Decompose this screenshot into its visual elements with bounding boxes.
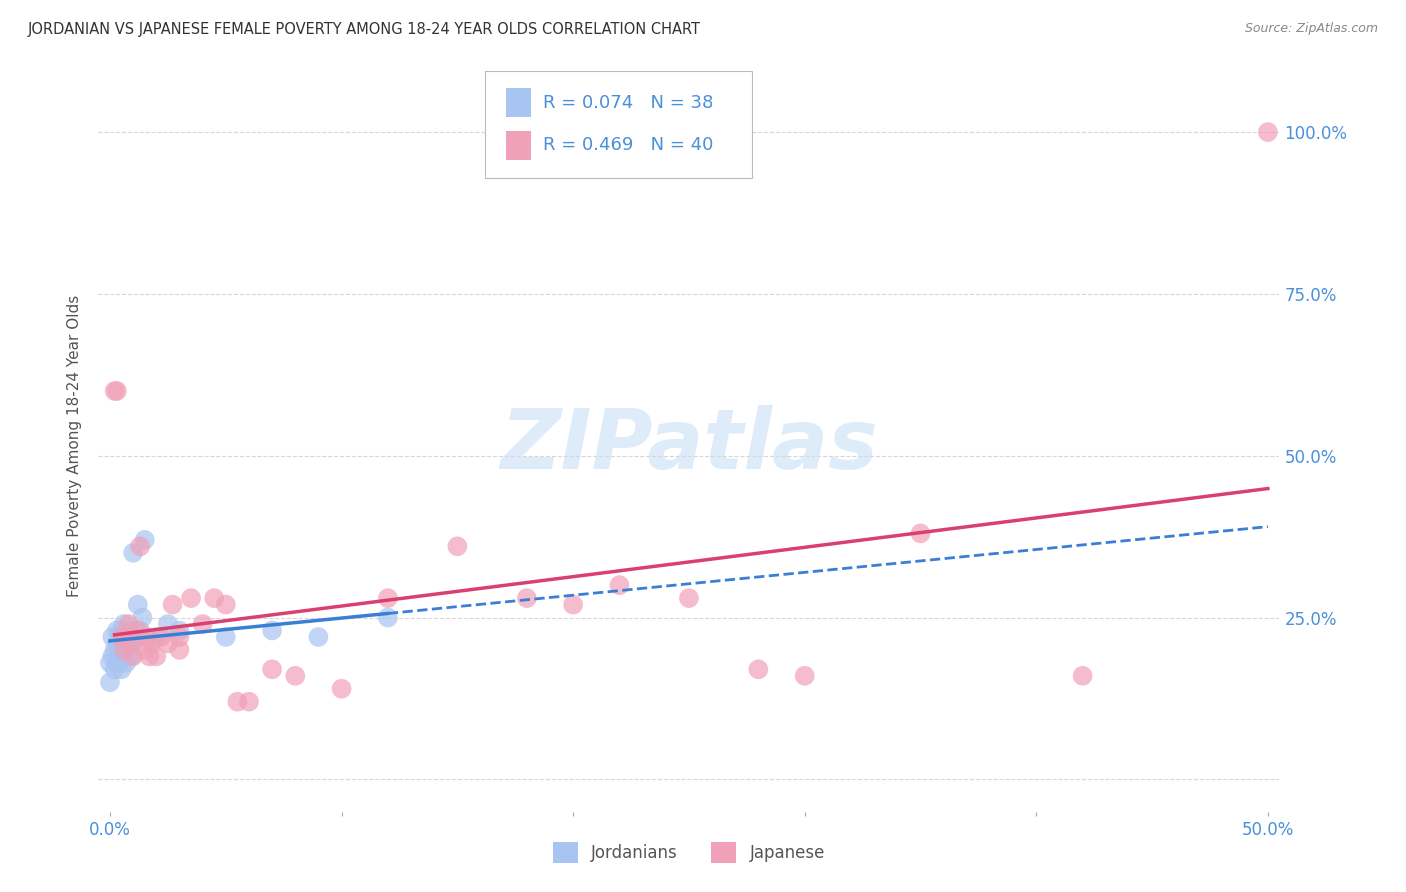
Point: [156, 636, 179, 650]
Point: [127, 624, 149, 638]
Point: [108, 630, 131, 644]
Point: [262, 624, 284, 638]
Point: [117, 636, 139, 650]
Point: [169, 630, 191, 644]
Point: [101, 649, 124, 664]
Point: [793, 669, 815, 683]
Point: [129, 624, 152, 638]
Point: [446, 539, 468, 553]
Point: [105, 624, 128, 638]
Point: [145, 649, 167, 664]
Point: [330, 681, 353, 696]
Point: [98, 675, 121, 690]
Text: R = 0.074   N = 38: R = 0.074 N = 38: [543, 94, 713, 112]
Point: [98, 656, 121, 670]
Point: [1257, 125, 1279, 139]
Point: [104, 662, 127, 676]
Point: [516, 591, 538, 606]
Point: [609, 578, 631, 592]
Point: [117, 624, 139, 638]
Point: [115, 630, 138, 644]
Point: [377, 591, 399, 606]
Point: [191, 617, 214, 632]
Point: [122, 546, 145, 560]
Point: [202, 591, 225, 606]
Point: [115, 630, 138, 644]
Point: [215, 630, 238, 644]
Point: [120, 649, 142, 664]
Text: Source: ZipAtlas.com: Source: ZipAtlas.com: [1244, 22, 1378, 36]
Point: [110, 662, 132, 676]
Point: [117, 617, 139, 632]
Point: [122, 636, 145, 650]
Point: [110, 624, 132, 638]
Point: [104, 643, 127, 657]
Point: [747, 662, 769, 676]
Text: ZIPatlas: ZIPatlas: [501, 406, 877, 486]
Y-axis label: Female Poverty Among 18-24 Year Olds: Female Poverty Among 18-24 Year Olds: [67, 295, 83, 597]
Point: [134, 643, 156, 657]
Point: [112, 617, 135, 632]
Point: [262, 662, 284, 676]
Text: R = 0.469   N = 40: R = 0.469 N = 40: [543, 136, 713, 154]
Point: [110, 643, 132, 657]
Point: [169, 624, 191, 638]
Point: [122, 649, 145, 664]
Point: [115, 656, 138, 670]
Point: [145, 630, 167, 644]
Point: [136, 630, 159, 644]
Point: [129, 539, 152, 553]
Point: [169, 643, 191, 657]
Point: [226, 695, 249, 709]
Point: [105, 384, 128, 398]
Point: [162, 598, 184, 612]
Point: [105, 656, 128, 670]
Point: [1071, 669, 1094, 683]
Point: [678, 591, 700, 606]
Point: [120, 636, 142, 650]
Point: [120, 630, 142, 644]
Point: [127, 598, 149, 612]
Point: [110, 630, 132, 644]
Point: [156, 617, 179, 632]
Point: [138, 649, 160, 664]
Point: [134, 533, 156, 547]
Point: [180, 591, 202, 606]
Point: [238, 695, 260, 709]
Text: JORDANIAN VS JAPANESE FEMALE POVERTY AMONG 18-24 YEAR OLDS CORRELATION CHART: JORDANIAN VS JAPANESE FEMALE POVERTY AMO…: [28, 22, 702, 37]
Legend: Jordanians, Japanese: Jordanians, Japanese: [546, 836, 832, 869]
Point: [104, 384, 127, 398]
Point: [112, 636, 135, 650]
Point: [215, 598, 238, 612]
Point: [105, 636, 128, 650]
Point: [149, 630, 172, 644]
Point: [910, 526, 932, 541]
Point: [131, 610, 153, 624]
Point: [562, 598, 585, 612]
Point: [112, 649, 135, 664]
Point: [284, 669, 307, 683]
Point: [108, 649, 131, 664]
Point: [124, 630, 146, 644]
Point: [141, 636, 163, 650]
Point: [112, 643, 135, 657]
Point: [307, 630, 329, 644]
Point: [115, 643, 138, 657]
Point: [101, 630, 124, 644]
Point: [377, 610, 399, 624]
